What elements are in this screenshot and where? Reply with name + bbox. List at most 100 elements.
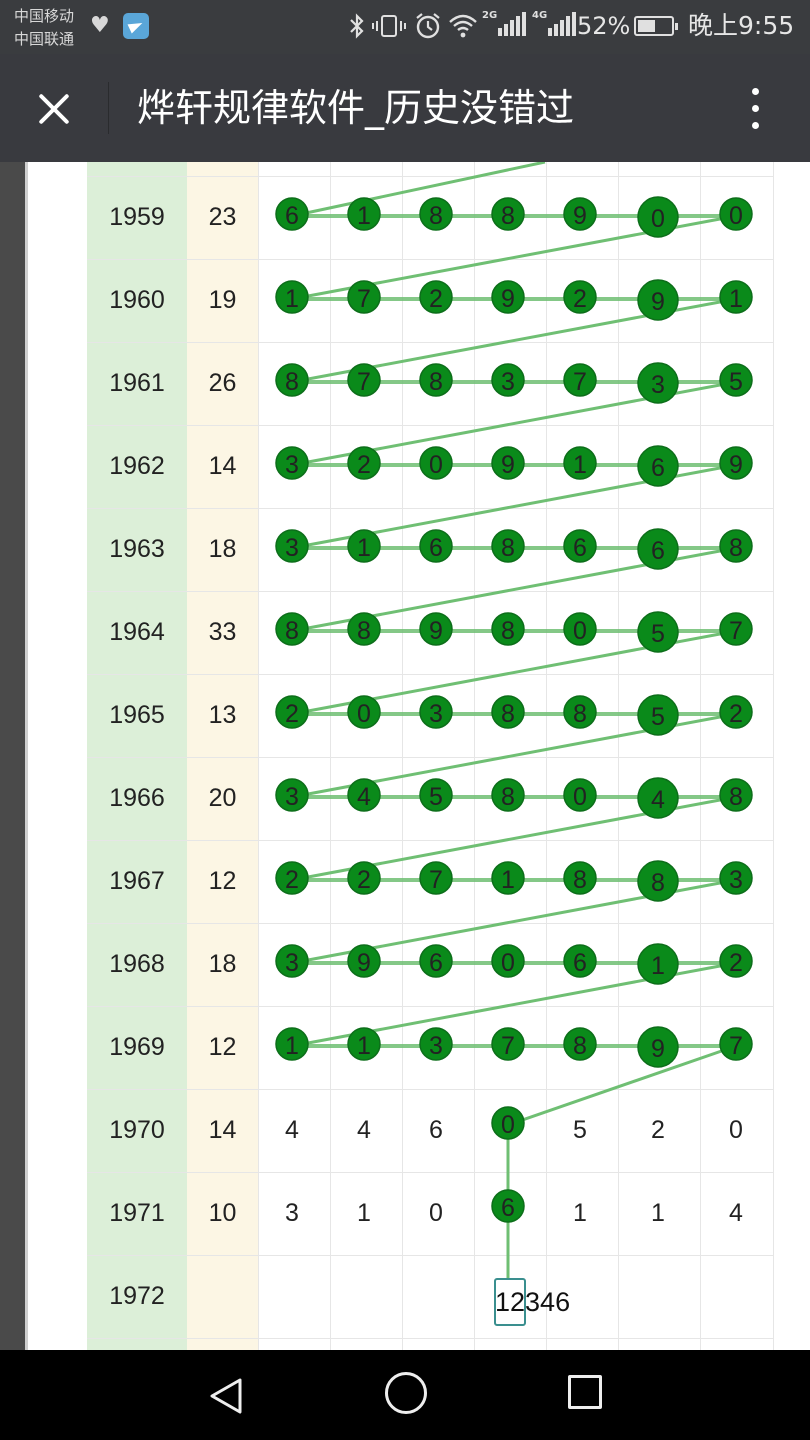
year-cell: 1971 <box>109 1199 165 1227</box>
digit-marker-label: 5 <box>429 783 443 811</box>
digit-cell[interactable]: 0 <box>429 1199 443 1227</box>
table-row[interactable]: 1968 18 <box>87 923 773 1006</box>
current-pick-box[interactable] <box>494 1278 526 1326</box>
sum-cell: 14 <box>208 1116 237 1144</box>
digit-marker <box>419 695 453 729</box>
more-vertical-icon[interactable] <box>734 78 778 138</box>
digit-cell[interactable]: 1 <box>357 1199 371 1227</box>
sum-cell: 19 <box>208 286 237 314</box>
digit-marker-label: 8 <box>501 783 515 811</box>
table-row[interactable]: 1966 20 <box>87 757 773 840</box>
digit-cell[interactable]: 5 <box>573 1116 587 1144</box>
digit-marker <box>637 528 679 570</box>
digit-marker <box>419 529 453 563</box>
digit-cell[interactable]: 1 <box>573 1199 587 1227</box>
digit-marker-label: 2 <box>429 285 443 313</box>
table-row[interactable]: 1963 18 <box>87 508 773 591</box>
close-icon[interactable] <box>24 80 84 140</box>
year-cell: 1964 <box>109 618 165 646</box>
digit-marker-label: 3 <box>285 949 299 977</box>
digit-cell[interactable]: 2 <box>651 1116 665 1144</box>
digit-marker-label: 7 <box>729 1032 743 1060</box>
digit-marker <box>637 196 679 238</box>
signal-2g-tag: 2G <box>482 10 498 21</box>
digit-marker <box>719 861 753 895</box>
digit-marker-label: 0 <box>501 949 515 977</box>
digit-cell[interactable]: 1 <box>651 1199 665 1227</box>
table-row[interactable]: 1967 12 <box>87 840 773 923</box>
digit-marker <box>719 529 753 563</box>
digit-marker <box>275 446 309 480</box>
nav-bar <box>0 1350 810 1440</box>
digit-marker-label: 8 <box>729 534 743 562</box>
digit-cell[interactable]: 4 <box>285 1116 299 1144</box>
digit-marker-label: 0 <box>573 617 587 645</box>
grid-line <box>258 162 259 1350</box>
digit-cell[interactable]: 4 <box>357 1116 371 1144</box>
grid-line <box>402 162 403 1350</box>
digit-marker-label: 7 <box>729 617 743 645</box>
grid-line <box>87 342 773 343</box>
digit-marker-label: 8 <box>429 368 443 396</box>
year-cell: 1962 <box>109 452 165 480</box>
digit-marker <box>347 612 381 646</box>
home-icon[interactable] <box>385 1372 427 1414</box>
digit-marker-label: 9 <box>429 617 443 645</box>
digit-marker-label: 2 <box>573 285 587 313</box>
table-row[interactable]: 1960 19 <box>87 259 773 342</box>
table-row[interactable]: 1962 14 <box>87 425 773 508</box>
digit-marker-label: 8 <box>573 1032 587 1060</box>
table-row[interactable]: 1971 10 3 1 0 1 1 4 <box>87 1172 773 1255</box>
digit-marker <box>347 944 381 978</box>
digit-marker <box>637 279 679 321</box>
connector-line <box>291 162 546 218</box>
digit-marker <box>491 612 525 646</box>
digit-marker <box>419 197 453 231</box>
recent-apps-icon[interactable] <box>568 1375 602 1409</box>
table-row[interactable]: 1964 33 <box>87 591 773 674</box>
digit-marker-label: 4 <box>357 783 371 811</box>
table-row[interactable]: 1972 <box>87 1255 773 1338</box>
back-icon[interactable] <box>204 1372 252 1420</box>
table-row[interactable]: 1969 12 <box>87 1006 773 1089</box>
table-row[interactable]: 1961 26 <box>87 342 773 425</box>
table-row[interactable]: 1970 14 4 4 6 5 2 0 <box>87 1089 773 1172</box>
digit-marker-label: 0 <box>729 202 743 230</box>
grid-line <box>87 1338 773 1339</box>
digit-marker <box>563 280 597 314</box>
digit-marker <box>419 363 453 397</box>
digit-marker-label: 7 <box>429 866 443 894</box>
year-cell: 1965 <box>109 701 165 729</box>
sum-cell: 26 <box>208 369 237 397</box>
signal-2g-icon: 2G <box>482 10 526 40</box>
digit-marker <box>347 861 381 895</box>
digit-marker <box>275 695 309 729</box>
digit-marker <box>719 363 753 397</box>
digit-marker-label: 3 <box>285 534 299 562</box>
connector-line <box>507 1044 737 1127</box>
scroll-edge <box>0 162 28 1350</box>
table-row[interactable]: 1959 23 <box>87 176 773 259</box>
digit-marker <box>491 1027 525 1061</box>
digit-cell[interactable]: 4 <box>729 1199 743 1227</box>
table-row[interactable]: 1965 13 <box>87 674 773 757</box>
digit-marker-label: 1 <box>573 451 587 479</box>
digit-marker-label: 4 <box>651 786 665 814</box>
digit-marker <box>275 1027 309 1061</box>
grid-line <box>87 840 773 841</box>
digit-marker-label: 9 <box>651 288 665 316</box>
digit-cell[interactable]: 6 <box>429 1116 443 1144</box>
digit-marker-label: 6 <box>651 454 665 482</box>
digit-marker <box>637 1026 679 1068</box>
digit-cell[interactable]: 3 <box>285 1199 299 1227</box>
digit-marker <box>275 197 309 231</box>
digit-marker <box>275 612 309 646</box>
digit-marker <box>719 197 753 231</box>
digit-marker <box>491 944 525 978</box>
history-table-view[interactable]: 1959 23 1960 19 1961 26 1962 14 1963 18 1964 33 1965… <box>0 162 810 1350</box>
digit-cell[interactable]: 0 <box>729 1116 743 1144</box>
digit-marker <box>419 280 453 314</box>
digit-marker-label: 9 <box>501 451 515 479</box>
digit-marker <box>419 861 453 895</box>
digit-marker-label: 8 <box>501 534 515 562</box>
